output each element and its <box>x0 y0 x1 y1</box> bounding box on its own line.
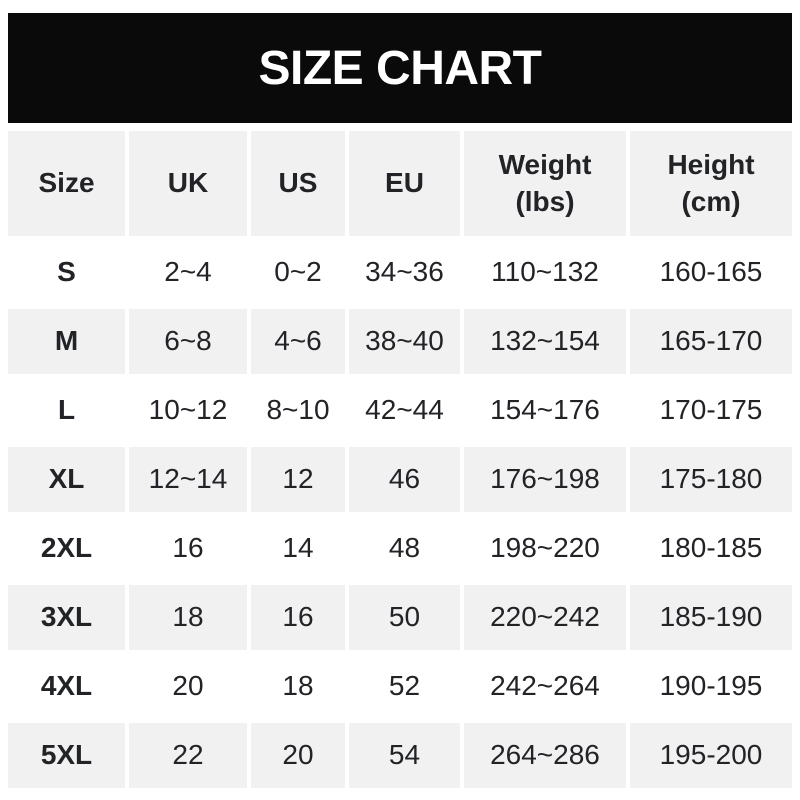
table-cell: 16 <box>129 516 247 581</box>
table-cell: 12 <box>251 447 345 512</box>
table-cell: 48 <box>349 516 460 581</box>
header-label: Size <box>38 167 95 199</box>
table-cell: 52 <box>349 654 460 719</box>
table-cell: 8~10 <box>251 378 345 443</box>
row-label: M <box>8 309 125 374</box>
table-cell: 20 <box>251 723 345 788</box>
table-cell: 18 <box>129 585 247 650</box>
banner-title: SIZE CHART <box>258 41 543 95</box>
header-sublabel: (cm) <box>681 185 741 217</box>
table-cell: 18 <box>251 654 345 719</box>
table-cell: 50 <box>349 585 460 650</box>
table-cell: 38~40 <box>349 309 460 374</box>
table-cell: 176~198 <box>464 447 626 512</box>
header-label: US <box>278 167 318 199</box>
row-label: 3XL <box>8 585 125 650</box>
table-cell: 110~132 <box>464 240 626 305</box>
table-cell: 190-195 <box>630 654 792 719</box>
table-cell: 10~12 <box>129 378 247 443</box>
header-cell-uk: UK <box>129 131 247 236</box>
table-cell: 154~176 <box>464 378 626 443</box>
header-label: Height <box>667 148 755 180</box>
row-label: 4XL <box>8 654 125 719</box>
size-chart-banner: SIZE CHART <box>8 13 792 123</box>
header-cell-eu: EU <box>349 131 460 236</box>
table-cell: 220~242 <box>464 585 626 650</box>
table-cell: 170-175 <box>630 378 792 443</box>
table-cell: 2~4 <box>129 240 247 305</box>
table-cell: 160-165 <box>630 240 792 305</box>
header-label: Weight <box>498 148 592 180</box>
header-cell-size: Size <box>8 131 125 236</box>
table-cell: 34~36 <box>349 240 460 305</box>
table-cell: 46 <box>349 447 460 512</box>
table-cell: 14 <box>251 516 345 581</box>
table-cell: 165-170 <box>630 309 792 374</box>
header-cell-us: US <box>251 131 345 236</box>
table-cell: 264~286 <box>464 723 626 788</box>
header-label: EU <box>385 167 424 199</box>
size-table: Size UK US EU Weight (lbs) Height (cm) S… <box>8 131 792 788</box>
row-label: XL <box>8 447 125 512</box>
row-label: 5XL <box>8 723 125 788</box>
table-cell: 180-185 <box>630 516 792 581</box>
table-cell: 185-190 <box>630 585 792 650</box>
table-cell: 0~2 <box>251 240 345 305</box>
header-cell-weight: Weight (lbs) <box>464 131 626 236</box>
table-cell: 16 <box>251 585 345 650</box>
table-cell: 12~14 <box>129 447 247 512</box>
header-label: UK <box>167 167 209 199</box>
table-cell: 22 <box>129 723 247 788</box>
row-label: 2XL <box>8 516 125 581</box>
table-cell: 6~8 <box>129 309 247 374</box>
row-label: S <box>8 240 125 305</box>
table-cell: 132~154 <box>464 309 626 374</box>
table-cell: 175-180 <box>630 447 792 512</box>
table-cell: 42~44 <box>349 378 460 443</box>
table-cell: 242~264 <box>464 654 626 719</box>
table-cell: 54 <box>349 723 460 788</box>
row-label: L <box>8 378 125 443</box>
table-cell: 195-200 <box>630 723 792 788</box>
header-cell-height: Height (cm) <box>630 131 792 236</box>
table-cell: 198~220 <box>464 516 626 581</box>
table-cell: 20 <box>129 654 247 719</box>
table-cell: 4~6 <box>251 309 345 374</box>
header-sublabel: (lbs) <box>515 185 575 217</box>
